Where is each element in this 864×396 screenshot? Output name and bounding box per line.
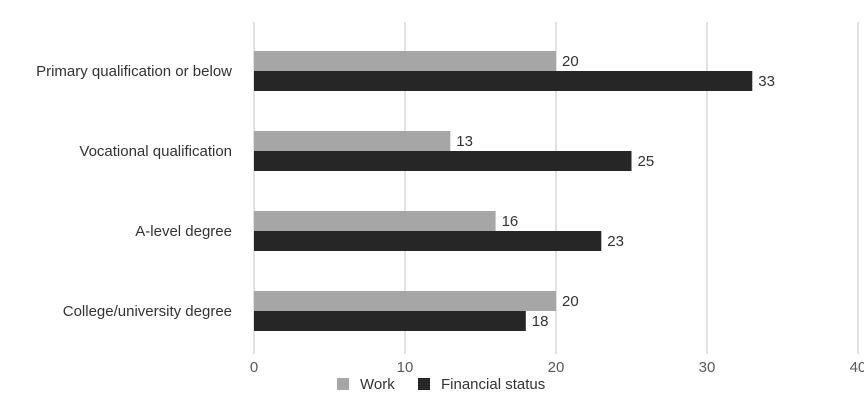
x-tick-label-10: 10 [397,359,414,376]
data-label-financial-status-3: 18 [532,313,549,330]
category-label-2: A-level degree [135,223,232,240]
data-label-financial-status-1: 25 [638,153,655,170]
data-label-work-2: 16 [502,213,519,230]
bar-financial-status-1 [254,151,632,171]
legend-label-work: Work [360,376,395,393]
bars [254,51,753,331]
x-tick-label-20: 20 [548,359,565,376]
category-label-1: Vocational qualification [79,143,232,160]
x-axis-tick-labels: 0 10 20 30 40 [250,359,864,376]
bar-financial-status-2 [254,231,602,251]
data-label-work-0: 20 [562,53,579,70]
legend: Work Financial status [337,376,545,393]
data-label-work-1: 13 [456,133,473,150]
bar-work-0 [254,51,556,71]
bar-financial-status-0 [254,71,753,91]
category-label-0: Primary qualification or below [36,63,232,80]
bar-work-1 [254,131,451,151]
data-label-work-3: 20 [562,293,579,310]
legend-swatch-financial-status [418,378,430,390]
data-label-financial-status-2: 23 [607,233,624,250]
data-labels: 20 33 13 25 16 23 20 18 [456,53,775,330]
bar-work-3 [254,291,556,311]
bar-work-2 [254,211,496,231]
bar-financial-status-3 [254,311,526,331]
legend-label-financial-status: Financial status [441,376,545,393]
legend-swatch-work [337,378,349,390]
data-label-financial-status-0: 33 [758,73,775,90]
x-tick-label-30: 30 [699,359,716,376]
x-tick-label-40: 40 [850,359,864,376]
category-labels: Primary qualification or below Vocational… [36,63,232,320]
category-label-3: College/university degree [63,303,232,320]
x-tick-label-0: 0 [250,359,258,376]
